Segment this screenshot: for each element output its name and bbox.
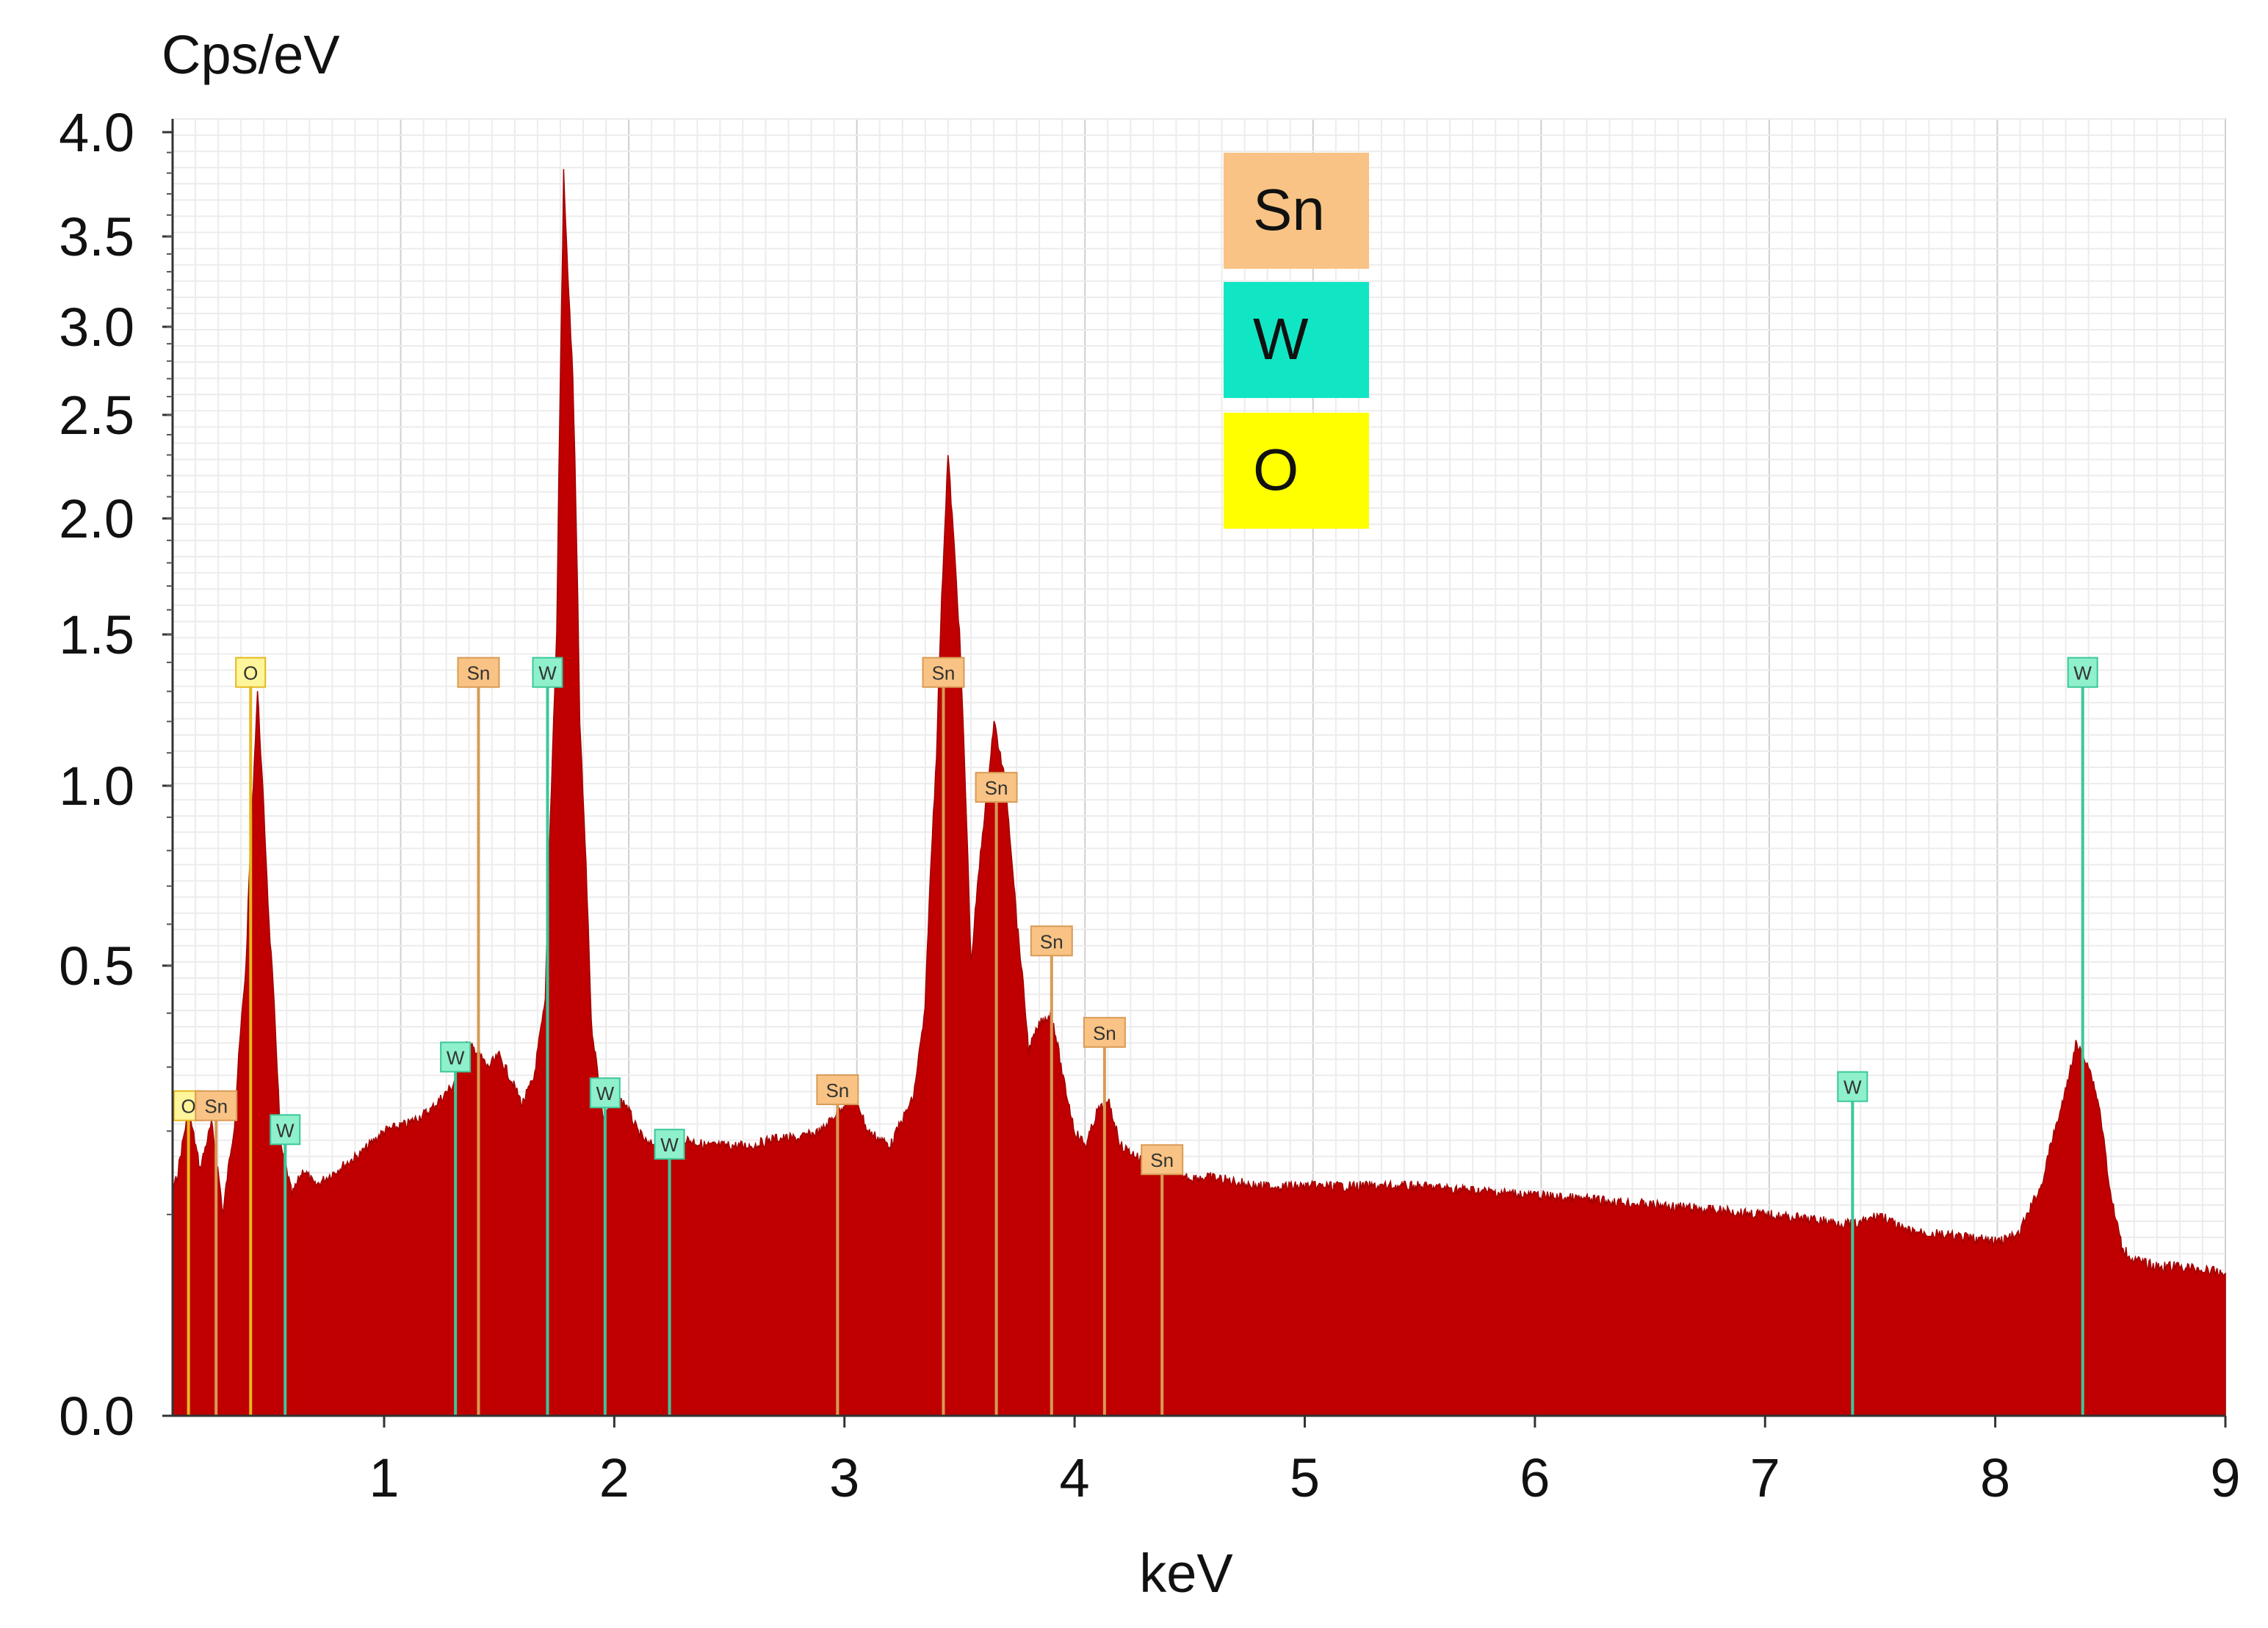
peak-marker-box	[654, 1129, 685, 1160]
peak-marker-box	[2067, 656, 2098, 688]
peak-marker-label: W	[538, 662, 557, 684]
y-tick-label: 0.5	[59, 936, 134, 996]
peak-marker-box	[270, 1114, 301, 1146]
peak-marker-box	[975, 772, 1018, 803]
peak-marker-label: O	[243, 662, 258, 684]
peak-marker-label: W	[447, 1046, 465, 1068]
peak-marker-box	[1083, 1016, 1126, 1048]
y-tick-label: 1.0	[59, 756, 134, 817]
legend-swatch-o	[1224, 413, 1369, 529]
spectrum-layer	[172, 169, 2226, 1417]
peak-marker-label: Sn	[985, 777, 1008, 799]
peak-marker-label: W	[2073, 662, 2092, 684]
peak-marker-box	[1030, 925, 1073, 957]
x-tick-label: 8	[1980, 1447, 2010, 1508]
peak-marker-label: Sn	[1040, 930, 1063, 952]
x-tick-label: 9	[2210, 1447, 2240, 1508]
peak-markers: O Sn O W W Sn W W W Sn Sn Sn Sn Sn Sn W W	[173, 656, 2098, 1416]
peak-marker-label: Sn	[1093, 1022, 1116, 1044]
peak-marker-box	[235, 656, 267, 688]
peak-marker-label: O	[181, 1096, 196, 1118]
y-tick-label: 2.0	[59, 488, 134, 549]
y-tick-label: 1.5	[59, 604, 134, 665]
legend: Sn WO	[1224, 153, 1369, 529]
y-tick-label: 3.0	[59, 297, 134, 358]
spectrum-area	[172, 169, 2226, 1417]
y-tick-label: 2.5	[59, 385, 134, 446]
peak-marker-label: Sn	[932, 662, 956, 684]
x-axis-title: keV	[1139, 1543, 1233, 1604]
peak-marker-box	[589, 1077, 621, 1109]
peak-marker-label: Sn	[826, 1079, 849, 1101]
peak-marker-label: W	[276, 1119, 295, 1141]
peak-marker-box	[1837, 1071, 1868, 1102]
x-tick-label: 1	[369, 1447, 399, 1508]
y-tick-label: 4.0	[59, 102, 134, 163]
peak-marker-label: Sn	[467, 662, 491, 684]
peak-marker-box	[532, 656, 563, 688]
peak-marker-box	[1141, 1144, 1184, 1176]
x-tick-label: 6	[1520, 1447, 1550, 1508]
legend-label-w: W	[1253, 306, 1309, 372]
legend-swatch-w	[1224, 282, 1369, 398]
peak-marker-label: W	[596, 1082, 615, 1104]
x-tick-label: 7	[1750, 1447, 1780, 1508]
x-tick-label: 3	[829, 1447, 859, 1508]
x-tick-label: 2	[599, 1447, 629, 1508]
peak-marker-label: W	[1843, 1077, 1862, 1099]
peak-marker-box	[440, 1041, 472, 1073]
x-tick-label: 4	[1060, 1447, 1090, 1508]
peak-marker-label: Sn	[204, 1096, 228, 1118]
peak-marker-box	[922, 656, 965, 688]
y-tick-label: 3.5	[59, 206, 134, 267]
y-axis-title: Cps/eV	[162, 24, 340, 85]
peak-marker-box	[457, 656, 500, 688]
peak-marker-box	[195, 1090, 238, 1121]
peak-marker-label: W	[660, 1134, 679, 1156]
legend-swatch-sn	[1224, 153, 1369, 269]
peak-marker-box	[816, 1074, 859, 1105]
legend-label-sn: Sn	[1253, 177, 1325, 242]
y-tick-label: 0.0	[59, 1386, 134, 1447]
axes: Cps/eV keV 1 2 3 4 5 6 7 8 9 0.0 0.5 1.0 1.5 2.0 2.5 3.…	[59, 24, 2240, 1604]
peak-marker-label: Sn	[1150, 1149, 1174, 1171]
x-tick-label: 5	[1290, 1447, 1320, 1508]
legend-label-o: O	[1253, 437, 1299, 502]
